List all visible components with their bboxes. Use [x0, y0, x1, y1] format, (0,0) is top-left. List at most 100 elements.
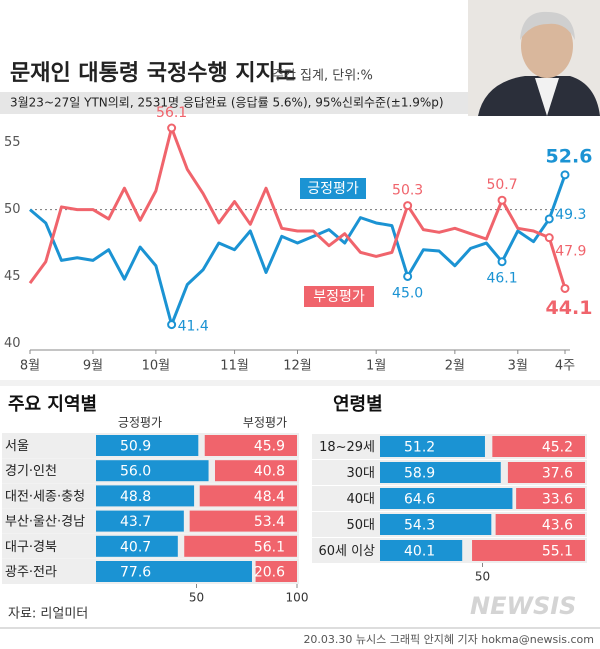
point-marker [544, 214, 554, 224]
value-label: 44.1 [546, 297, 593, 319]
category-label: 40대 [346, 492, 375, 507]
value-label: 45.9 [254, 439, 285, 455]
value-label: 47.9 [555, 244, 586, 260]
y-tick-label: 50 [4, 202, 21, 217]
y-tick-label: 45 [4, 269, 21, 284]
value-label: 45.0 [392, 285, 423, 301]
watermark: NEWSIS [470, 592, 576, 620]
bar [380, 436, 485, 457]
value-label: 51.2 [404, 440, 435, 456]
bar [380, 462, 501, 483]
value-label: 49.3 [555, 207, 586, 223]
section-divider [0, 380, 600, 386]
x-tick-label: 10월 [142, 359, 171, 374]
value-label: 20.6 [254, 565, 285, 581]
series-line [28, 126, 567, 289]
bar [96, 535, 178, 557]
point-marker [560, 283, 570, 293]
series-header: 부정평가 [243, 416, 287, 430]
point-marker [403, 201, 413, 211]
value-label: 56.1 [156, 105, 187, 121]
x-tick-label: 4주 [555, 359, 575, 374]
x-tick-label: 1월 [366, 359, 386, 374]
x-tick-label: 11월 [220, 359, 249, 374]
category-label: 서울 [5, 439, 29, 454]
series-line [29, 174, 567, 327]
chart-subtitle: 주간 집계, 단위:% [272, 69, 373, 84]
value-label: 56.1 [254, 539, 285, 555]
point-marker [403, 271, 413, 281]
point-marker [544, 233, 554, 243]
bar [199, 485, 297, 507]
bar [495, 514, 585, 535]
bar [255, 561, 297, 582]
value-label: 46.1 [486, 271, 517, 287]
bar [96, 510, 184, 532]
credit: 20.03.30 뉴시스 그래픽 안지혜 기자 hokma@newsis.com [303, 633, 594, 646]
bar [184, 535, 297, 557]
value-label: 45.2 [542, 440, 573, 456]
value-label: 43.6 [542, 518, 573, 534]
x-tick-label: 50 [475, 570, 490, 584]
value-label: 40.7 [120, 539, 151, 555]
category-label: 경기·인천 [5, 464, 57, 479]
value-label: 40.1 [404, 544, 435, 560]
x-tick-label: 100 [286, 591, 309, 605]
photo-face [521, 14, 573, 78]
photo [468, 0, 600, 116]
point-marker [497, 195, 507, 205]
bar [96, 435, 199, 456]
point-marker [167, 320, 177, 330]
bar [204, 435, 297, 456]
photo-shirt [535, 78, 559, 116]
category-label: 광주·전라 [5, 565, 57, 580]
chart-title: 문재인 대통령 국정수행 지지도 [10, 61, 296, 86]
value-label: 50.7 [486, 177, 517, 193]
y-tick-label: 40 [4, 336, 21, 351]
value-label: 54.3 [404, 518, 435, 534]
category-label: 대전·세종·충청 [5, 489, 85, 504]
series-header: 긍정평가 [118, 416, 162, 430]
x-tick-label: 50 [189, 591, 204, 605]
value-label: 50.3 [392, 183, 423, 199]
value-label: 41.4 [178, 319, 209, 335]
legend-box [304, 286, 374, 307]
x-tick-label: 8월 [20, 359, 40, 374]
value-label: 40.8 [254, 464, 285, 480]
value-label: 55.1 [542, 544, 573, 560]
category-label: 대구·경북 [5, 540, 57, 555]
value-label: 77.6 [120, 565, 151, 581]
value-label: 33.6 [542, 492, 573, 508]
category-label: 부산·울산·경남 [5, 515, 85, 530]
value-label: 56.0 [120, 464, 151, 480]
source: 자료: 리얼미터 [8, 607, 88, 622]
value-label: 43.7 [120, 514, 151, 530]
value-label: 64.6 [404, 492, 435, 508]
bar [492, 436, 585, 457]
legend-label: 부정평가 [313, 289, 365, 305]
point-marker [560, 170, 570, 180]
y-tick-label: 55 [4, 135, 21, 150]
category-label: 60세 이상 [318, 544, 375, 559]
point-marker [497, 257, 507, 267]
bar [472, 540, 585, 561]
bar [507, 462, 585, 483]
category-label: 30대 [346, 466, 375, 481]
x-tick-label: 9월 [83, 359, 103, 374]
bar [380, 488, 513, 509]
value-label: 48.8 [120, 489, 151, 505]
category-label: 18~29세 [319, 440, 375, 455]
legend-label: 긍정평가 [307, 181, 359, 197]
survey-note: 3월23~27일 YTN의뢰, 2531명 응답완료 (응답률 5.6%), 9… [10, 96, 444, 110]
bar [96, 460, 209, 482]
x-tick-label: 12월 [283, 359, 312, 374]
x-tick-label: 2월 [445, 359, 465, 374]
bar [96, 485, 195, 507]
legend-box [300, 178, 366, 199]
x-tick-label: 3월 [508, 359, 528, 374]
value-label: 48.4 [254, 489, 285, 505]
value-label: 53.4 [254, 514, 285, 530]
photo-suit [478, 76, 600, 116]
bar [96, 561, 252, 582]
